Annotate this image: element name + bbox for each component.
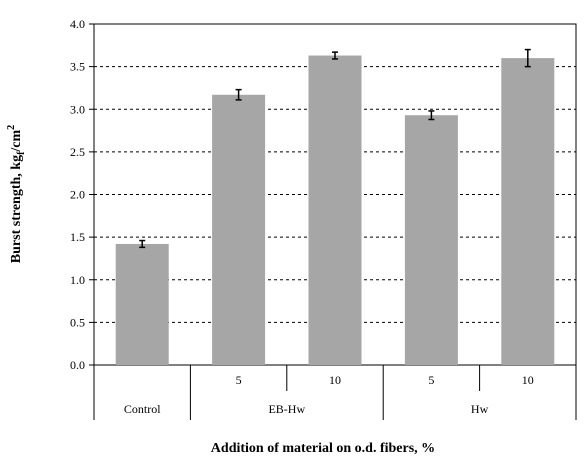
error-bar [139, 239, 146, 249]
bar [404, 115, 458, 365]
y-tick-label: 2.0 [70, 188, 85, 202]
x-group-label: Control [124, 402, 161, 416]
error-bar [235, 88, 242, 101]
x-tick-label: 10 [522, 373, 534, 387]
bar [115, 243, 169, 365]
x-group-label: EB-Hw [268, 402, 305, 416]
x-axis-title: Addition of material on o.d. fibers, % [211, 441, 435, 456]
y-tick-label: 0.0 [70, 358, 85, 372]
error-bar [524, 48, 531, 68]
x-tick-label: 10 [329, 373, 341, 387]
y-tick-label: 4.0 [70, 17, 85, 31]
bars [115, 55, 555, 365]
y-axis: 0.0 0.5 1.0 1.5 2.0 2.5 3.0 3.5 4.0 [70, 17, 94, 372]
y-tick-label: 3.5 [70, 60, 85, 74]
error-bar [332, 51, 338, 60]
x-tick-label: 5 [236, 373, 242, 387]
error-bar [428, 110, 435, 121]
bar [308, 55, 362, 365]
x-tick-label: 5 [428, 373, 434, 387]
y-axis-title-end: /cm [9, 129, 24, 152]
bar [212, 94, 266, 365]
y-tick-label: 2.5 [70, 145, 85, 159]
x-group-label: Hw [471, 402, 489, 416]
y-axis-title-sub: f [16, 151, 27, 155]
y-axis-title: Burst strength, kgf/cm2 [6, 125, 27, 263]
y-axis-title-main: Burst strength, kg [9, 155, 24, 263]
y-tick-label: 0.5 [70, 315, 85, 329]
error-bars [139, 48, 531, 249]
y-tick-label: 1.5 [70, 230, 85, 244]
y-axis-title-sup: 2 [6, 125, 17, 130]
bar [501, 58, 555, 365]
y-tick-label: 1.0 [70, 273, 85, 287]
x-axis: 5 10 5 10 Control EB-Hw Hw [93, 365, 577, 420]
y-tick-label: 3.0 [70, 102, 85, 116]
